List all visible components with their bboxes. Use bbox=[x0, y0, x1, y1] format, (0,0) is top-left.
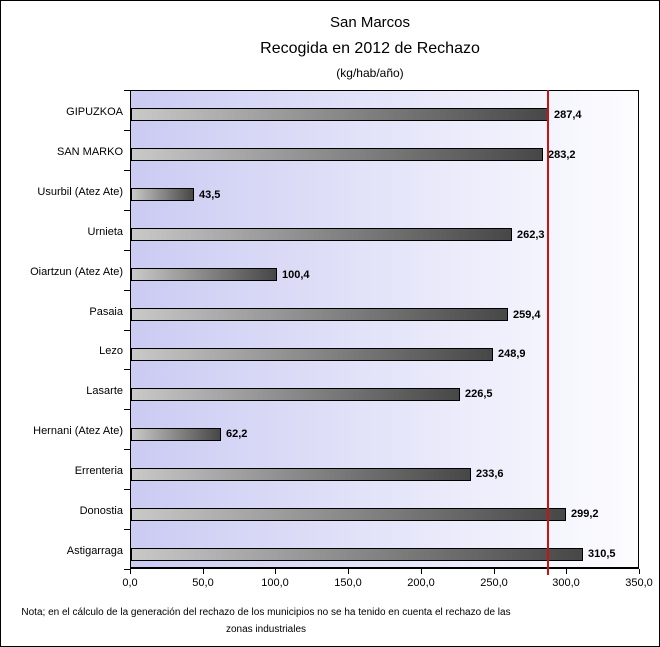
y-axis-tick bbox=[124, 449, 130, 450]
y-axis-tick bbox=[124, 569, 130, 570]
x-axis-label: 50,0 bbox=[192, 577, 214, 589]
y-axis-tick bbox=[124, 210, 130, 211]
x-axis-tick bbox=[566, 569, 567, 574]
y-axis-tick bbox=[124, 409, 130, 410]
bar-2 bbox=[131, 188, 194, 201]
bar-0 bbox=[131, 108, 549, 121]
x-axis-tick bbox=[421, 569, 422, 574]
y-axis-tick bbox=[124, 529, 130, 530]
bar-10 bbox=[131, 508, 566, 521]
category-label: SAN MARKO bbox=[56, 146, 123, 158]
x-axis-tick bbox=[348, 569, 349, 574]
category-label: Oiartzun (Atez Ate) bbox=[30, 266, 123, 278]
bar-9 bbox=[131, 468, 471, 481]
x-axis-label: 250,0 bbox=[480, 577, 508, 589]
footnote-line-2: zonas industriales bbox=[225, 624, 307, 635]
x-axis-label: 300,0 bbox=[552, 577, 580, 589]
bar-value-label: 226,5 bbox=[465, 388, 493, 400]
bar-value-label: 43,5 bbox=[199, 189, 221, 201]
x-axis-label: 0,0 bbox=[122, 577, 138, 589]
bar-3 bbox=[131, 228, 512, 241]
x-axis-tick bbox=[130, 569, 131, 574]
footnote: Nota; en el cálculo de la generación del… bbox=[1, 604, 531, 638]
bar-4 bbox=[131, 268, 277, 281]
x-axis-tick bbox=[639, 569, 640, 574]
category-label: Usurbil (Atez Ate) bbox=[37, 186, 123, 198]
category-label: Pasaia bbox=[89, 306, 123, 318]
bar-value-label: 283,2 bbox=[548, 149, 576, 161]
x-axis-label: 100,0 bbox=[261, 577, 289, 589]
x-axis-tick bbox=[494, 569, 495, 574]
chart-title: San Marcos bbox=[329, 14, 411, 31]
y-axis-tick bbox=[124, 130, 130, 131]
bar-value-label: 62,2 bbox=[226, 428, 248, 440]
category-label: Hernani (Atez Ate) bbox=[33, 425, 123, 437]
chart-units-label: (kg/hab/año) bbox=[336, 66, 404, 80]
reference-line bbox=[547, 90, 549, 575]
bar-value-label: 233,6 bbox=[476, 468, 504, 480]
category-label: Lasarte bbox=[86, 385, 123, 397]
bar-6 bbox=[131, 348, 493, 361]
bar-8 bbox=[131, 428, 221, 441]
footnote-line-1: Nota; en el cálculo de la generación del… bbox=[21, 607, 511, 618]
bar-value-label: 248,9 bbox=[498, 348, 526, 360]
bar-value-label: 299,2 bbox=[571, 508, 599, 520]
y-axis-tick bbox=[124, 369, 130, 370]
x-axis-tick bbox=[275, 569, 276, 574]
y-axis-tick bbox=[124, 250, 130, 251]
x-axis-label: 150,0 bbox=[334, 577, 362, 589]
x-axis-label: 350,0 bbox=[625, 577, 653, 589]
bar-1 bbox=[131, 148, 543, 161]
y-axis-tick bbox=[124, 90, 130, 91]
category-label: Astigarraga bbox=[66, 545, 123, 557]
category-label: GIPUZKOA bbox=[66, 106, 123, 118]
bar-value-label: 287,4 bbox=[554, 109, 582, 121]
bar-11 bbox=[131, 548, 583, 561]
x-axis-tick bbox=[203, 569, 204, 574]
y-axis-tick bbox=[124, 489, 130, 490]
y-axis-tick bbox=[124, 290, 130, 291]
y-axis-tick bbox=[124, 330, 130, 331]
y-axis-tick bbox=[124, 170, 130, 171]
bar-value-label: 100,4 bbox=[282, 269, 310, 281]
category-label: Donostia bbox=[79, 505, 123, 517]
bar-value-label: 310,5 bbox=[588, 548, 616, 560]
category-label: Errenteria bbox=[74, 465, 123, 477]
plot-area bbox=[130, 90, 639, 569]
category-label: Urnieta bbox=[87, 226, 123, 238]
chart-subtitle: Recogida en 2012 de Rechazo bbox=[260, 40, 480, 57]
bar-value-label: 262,3 bbox=[517, 229, 545, 241]
bar-value-label: 259,4 bbox=[513, 309, 541, 321]
bar-7 bbox=[131, 388, 460, 401]
bar-5 bbox=[131, 308, 508, 321]
category-label: Lezo bbox=[99, 345, 123, 357]
x-axis-label: 200,0 bbox=[407, 577, 435, 589]
